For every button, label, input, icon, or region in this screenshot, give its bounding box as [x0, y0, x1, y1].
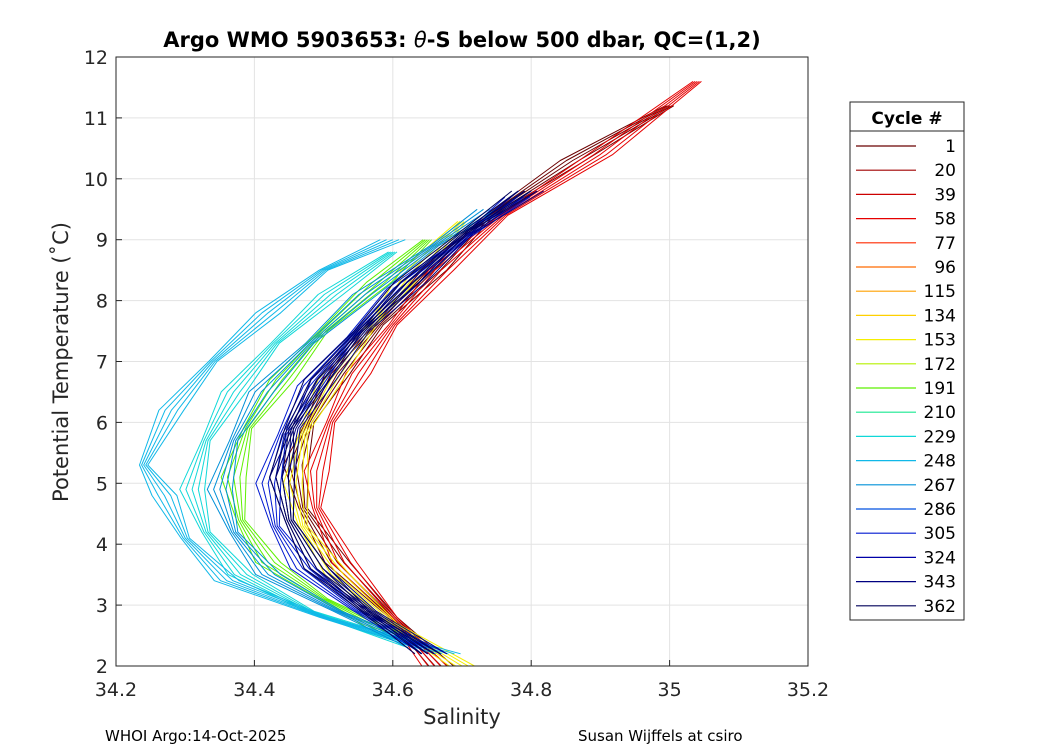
- y-tick-label: 4: [96, 534, 108, 556]
- legend-label: 58: [934, 210, 956, 230]
- legend-label: 172: [924, 355, 956, 375]
- legend-label: 77: [934, 234, 956, 254]
- y-tick-label: 7: [96, 352, 108, 374]
- series-line: [292, 190, 537, 655]
- series-line: [281, 190, 532, 655]
- chart-title: Argo WMO 5903653: θ-S below 500 dbar, QC…: [163, 28, 760, 52]
- series-line: [320, 81, 702, 666]
- x-axis-label: Salinity: [423, 705, 501, 729]
- legend-label: 286: [924, 500, 956, 520]
- series-line: [220, 239, 424, 636]
- y-axis-label: Potential Temperature (˚C): [49, 222, 73, 502]
- footer-right: Susan Wijffels at csiro: [578, 727, 743, 745]
- series-line: [287, 190, 538, 655]
- series-line: [244, 239, 432, 636]
- y-tick-label: 12: [84, 47, 108, 69]
- series-line: [213, 208, 484, 649]
- legend-label: 39: [934, 185, 956, 205]
- legend-title: Cycle #: [871, 109, 942, 129]
- y-tick-label: 6: [96, 412, 108, 434]
- series-line: [191, 251, 421, 649]
- series-line: [139, 239, 436, 655]
- series-line: [141, 239, 443, 655]
- legend-label: 115: [924, 282, 956, 302]
- legend-label: 229: [924, 427, 956, 447]
- series-line: [318, 81, 700, 666]
- y-tick-label: 8: [96, 291, 108, 313]
- series-line: [255, 196, 506, 655]
- legend-label: 343: [924, 573, 956, 593]
- x-tick-label: 35: [658, 679, 682, 701]
- x-tick-label: 35.2: [787, 679, 829, 701]
- series-line: [145, 239, 455, 655]
- legend-label: 96: [934, 258, 956, 278]
- legend-label: 20: [934, 161, 956, 181]
- y-tick-label: 10: [84, 169, 108, 191]
- legend-label: 191: [924, 379, 956, 399]
- series-line: [225, 208, 497, 649]
- legend-label: 362: [924, 597, 956, 617]
- legend-label: 134: [924, 306, 956, 326]
- legend-label: 305: [924, 524, 956, 544]
- series-line: [143, 239, 449, 655]
- y-tick-label: 2: [96, 656, 108, 678]
- legend-label: 248: [924, 452, 956, 472]
- series-line: [231, 208, 503, 649]
- series-line: [179, 251, 409, 649]
- legend-label: 210: [924, 403, 956, 423]
- footer-left: WHOI Argo:14-Oct-2025: [105, 727, 286, 745]
- legend-label: 267: [924, 476, 956, 496]
- legend-label: 1: [945, 137, 956, 157]
- series-line: [239, 239, 430, 636]
- series-line: [281, 190, 525, 655]
- x-tick-label: 34.4: [233, 679, 275, 701]
- series-line: [204, 251, 434, 649]
- y-tick-label: 3: [96, 595, 108, 617]
- series-line: [287, 190, 531, 655]
- series-line: [275, 190, 519, 655]
- x-ticks: 34.2 34.4 34.6 34.8 35 35.2: [95, 660, 829, 701]
- series-line: [261, 196, 512, 655]
- series-line: [269, 190, 520, 655]
- series-line: [206, 208, 478, 649]
- series-line: [185, 251, 415, 649]
- x-tick-label: 34.2: [95, 679, 137, 701]
- series-line: [197, 251, 427, 649]
- series-lines: [139, 80, 702, 666]
- y-tick-label: 5: [96, 473, 108, 495]
- series-line: [147, 239, 461, 655]
- series-line: [269, 190, 513, 655]
- y-tick-label: 9: [96, 230, 108, 252]
- legend-entries: 1 20 39 58 77 96 115 134 153 172 191 210 229 248 267 28…: [856, 137, 956, 617]
- x-tick-label: 34.8: [510, 679, 552, 701]
- legend-label: 153: [924, 331, 956, 351]
- x-tick-label: 34.6: [372, 679, 414, 701]
- series-line: [219, 208, 490, 649]
- series-line: [292, 190, 544, 655]
- y-ticks: 2 3 4 5 6 7 8 9 10 11 12: [84, 47, 122, 678]
- y-tick-label: 11: [84, 108, 108, 130]
- legend-label: 324: [924, 548, 956, 568]
- legend: Cycle # 1 20 39 58 77 96 115 134 153 172 191 210 229…: [849, 101, 965, 621]
